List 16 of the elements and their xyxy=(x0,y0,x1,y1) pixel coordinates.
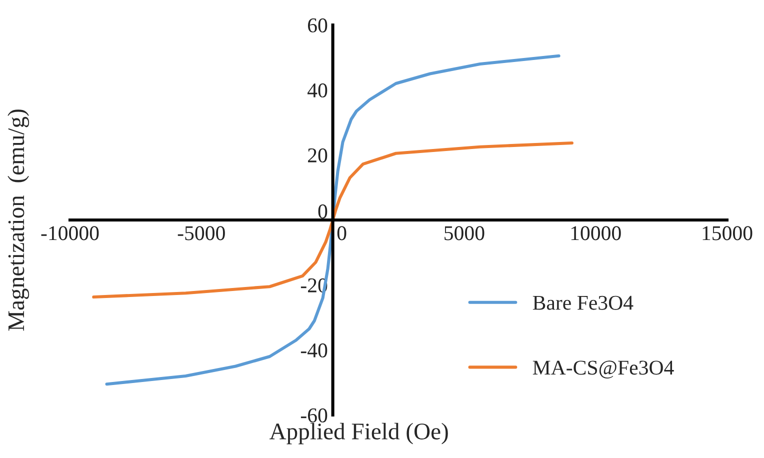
y-tick-label: 20 xyxy=(308,148,328,162)
y-axis-title: Magnetization (emu/g) xyxy=(8,110,30,331)
y-tick-label: 0 xyxy=(318,204,328,218)
y-tick-label: 60 xyxy=(308,18,328,32)
x-tick-label: 0 xyxy=(337,226,346,240)
x-axis-title: Applied Field (Oe) xyxy=(269,422,448,444)
y-tick-label: -60 xyxy=(300,408,328,422)
x-tick-label: 15000 xyxy=(702,226,752,240)
x-tick-label: 5000 xyxy=(444,226,484,240)
x-tick-label: -10000 xyxy=(41,226,99,240)
x-tick-label: 10000 xyxy=(571,226,621,240)
y-tick-label: -40 xyxy=(300,343,328,358)
legend-label: Bare Fe3O4 xyxy=(532,296,634,310)
x-tick-label: -5000 xyxy=(178,226,225,240)
legend-label: MA-CS@Fe3O4 xyxy=(532,360,674,378)
y-tick-label: 40 xyxy=(308,83,328,98)
